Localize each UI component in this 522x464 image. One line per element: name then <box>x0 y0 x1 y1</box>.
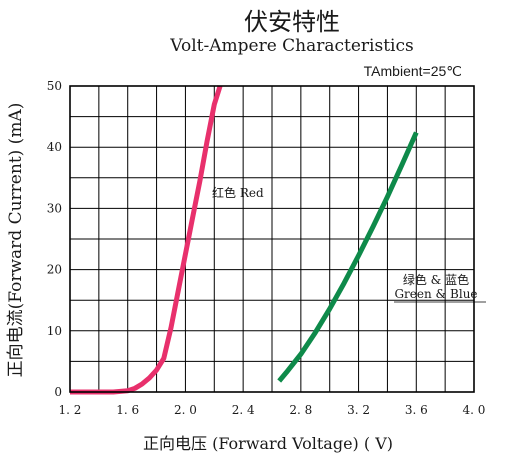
x-tick-label: 2. 0 <box>174 403 197 417</box>
chart-title: 伏安特性 <box>244 8 340 36</box>
x-tick-label: 1. 6 <box>116 403 139 417</box>
red-series-annotation: 红色 Red <box>212 185 264 200</box>
y-tick-labels: 0 10 20 30 40 50 <box>47 79 62 399</box>
chart-subtitle: Volt-Ampere Characteristics <box>169 36 413 56</box>
x-tick-label: 4. 0 <box>463 403 486 417</box>
y-axis-label: 正向电流(Forward Current) (mA) <box>6 103 26 378</box>
y-tick-label: 50 <box>47 79 62 93</box>
grid-lines <box>70 86 474 392</box>
y-tick-label: 30 <box>47 201 62 215</box>
y-tick-label: 10 <box>47 324 62 338</box>
plot-frame <box>69 85 475 393</box>
x-tick-label: 3. 2 <box>347 403 370 417</box>
y-tick-label: 0 <box>54 385 62 399</box>
green-blue-series-annotation-en: Green & Blue <box>394 287 477 301</box>
x-tick-label: 2. 4 <box>232 403 255 417</box>
x-axis-label: 正向电压 (Forward Voltage) ( V) <box>143 434 393 453</box>
green-blue-series-line <box>277 131 419 383</box>
x-tick-label: 1. 2 <box>59 403 82 417</box>
green-blue-series-annotation-cn: 绿色 & 蓝色 <box>403 272 469 287</box>
x-tick-label: 3. 6 <box>405 403 428 417</box>
x-tick-label: 2. 8 <box>289 403 312 417</box>
y-tick-label: 20 <box>47 263 62 277</box>
y-tick-label: 40 <box>47 140 62 154</box>
ambient-temperature-label: TAmbient=25℃ <box>364 63 462 79</box>
x-tick-labels: 1. 2 1. 6 2. 0 2. 4 2. 8 3. 2 3. 6 4. 0 <box>59 403 486 417</box>
